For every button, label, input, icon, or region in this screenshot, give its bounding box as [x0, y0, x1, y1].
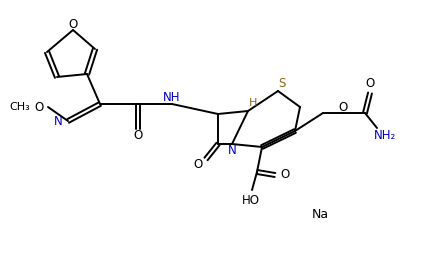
Text: O: O: [35, 100, 44, 113]
Text: O: O: [339, 100, 348, 113]
Text: O: O: [69, 18, 78, 31]
Text: O: O: [133, 128, 143, 141]
Text: HO: HO: [242, 193, 260, 206]
Text: Na: Na: [312, 207, 329, 220]
Text: NH₂: NH₂: [374, 128, 396, 141]
Text: NH: NH: [163, 90, 181, 104]
Text: O: O: [280, 169, 289, 182]
Text: H: H: [249, 98, 257, 108]
Text: O: O: [365, 76, 375, 90]
Text: S: S: [278, 76, 286, 90]
Text: N: N: [227, 143, 237, 156]
Text: N: N: [54, 114, 63, 127]
Text: O: O: [194, 157, 203, 170]
Text: CH₃: CH₃: [9, 102, 30, 112]
